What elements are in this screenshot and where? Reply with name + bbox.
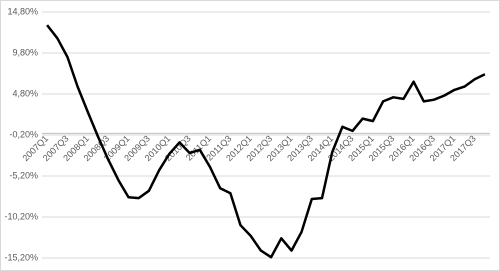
- y-tick-label: 4,80%: [12, 88, 38, 98]
- y-tick-label: -10,20%: [4, 211, 38, 221]
- line: [46, 24, 486, 259]
- y-tick-label: -5,20%: [9, 170, 38, 180]
- y-tick-label: 9,80%: [12, 47, 38, 57]
- y-tick-label: -15,20%: [4, 252, 38, 262]
- y-tick-label: -0,20%: [9, 129, 38, 139]
- y-tick-label: 14,80%: [7, 6, 38, 16]
